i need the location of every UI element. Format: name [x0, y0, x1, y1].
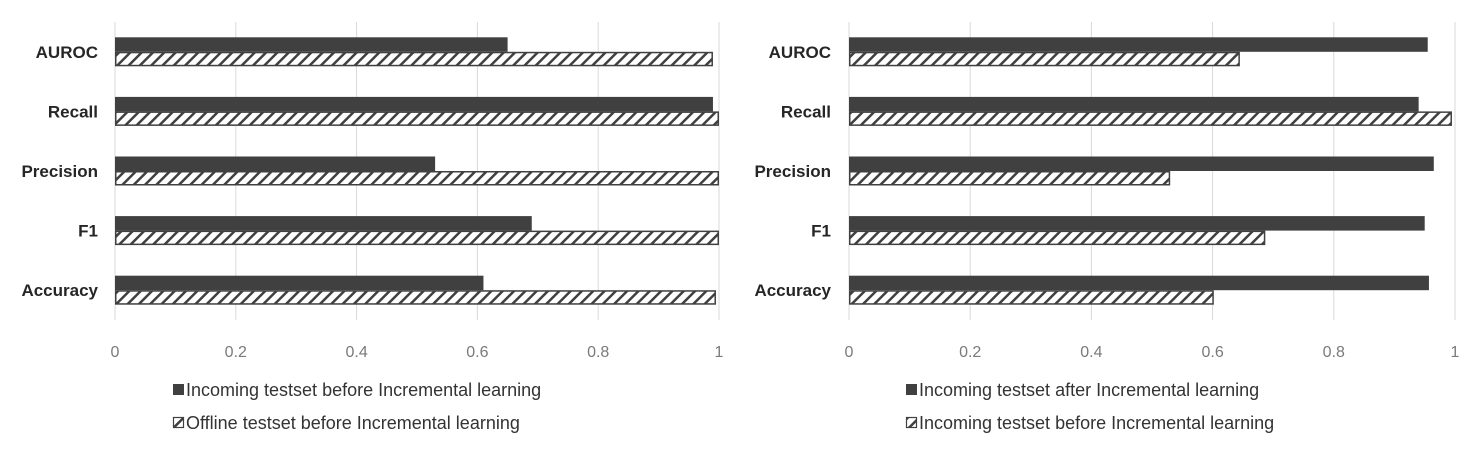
bar-solid — [849, 96, 1419, 112]
bar-solid — [849, 216, 1425, 231]
category-label: Accuracy — [754, 281, 831, 300]
bar-solid — [115, 156, 436, 171]
bar-hatched — [115, 171, 719, 186]
bar-hatched — [849, 171, 1171, 186]
bar-solid — [115, 216, 532, 231]
bar-hatched — [849, 111, 1452, 126]
bar-solid — [849, 156, 1434, 171]
x-tick-label: 0.6 — [1201, 344, 1223, 361]
right-chart: 0 0.2 0.4 0.6 0.8 1 AUROC Recall Precision F1 Accu… — [754, 22, 1460, 433]
category-label: Recall — [48, 102, 98, 121]
legend-swatch-hatched — [172, 416, 185, 429]
bar-solid — [115, 96, 713, 112]
legend-swatch-solid — [173, 384, 184, 395]
category-label: Accuracy — [21, 281, 98, 300]
x-tick-label: 0.4 — [345, 344, 367, 361]
x-tick-label: 0.8 — [587, 344, 609, 361]
category-label: F1 — [78, 222, 98, 241]
x-tick-label: 0.2 — [959, 344, 981, 361]
x-tick-label: 0 — [111, 344, 120, 361]
x-tick-label: 0 — [845, 344, 854, 361]
legend-swatch-hatched — [905, 416, 918, 429]
bar-solid — [849, 37, 1428, 52]
legend-label: Offline testset before Incremental learn… — [186, 413, 520, 433]
bar-solid — [849, 275, 1429, 291]
bar-solid — [115, 275, 484, 291]
category-label: AUROC — [769, 43, 831, 62]
x-tick-label: 0.8 — [1323, 344, 1345, 361]
category-label: Precision — [21, 162, 98, 181]
category-label: Precision — [754, 162, 831, 181]
bar-hatched — [115, 290, 716, 305]
bar-solid — [115, 37, 508, 52]
bar-hatched — [115, 111, 719, 126]
category-label: AUROC — [36, 43, 98, 62]
bar-hatched — [115, 51, 713, 67]
left-chart: 0 0.2 0.4 0.6 0.8 1 AUROC Recall Precision F1 Accu… — [21, 22, 724, 433]
x-tick-label: 0.6 — [466, 344, 488, 361]
bar-hatched — [849, 51, 1240, 67]
x-tick-label: 1 — [1451, 344, 1460, 361]
bar-hatched — [849, 230, 1266, 246]
x-tick-label: 0.4 — [1080, 344, 1102, 361]
x-tick-label: 1 — [715, 344, 724, 361]
x-tick-label: 0.2 — [225, 344, 247, 361]
legend-label: Incoming testset after Incremental learn… — [919, 380, 1259, 400]
category-label: Recall — [781, 102, 831, 121]
legend-swatch-solid — [906, 384, 917, 395]
bar-hatched — [115, 230, 719, 246]
bar-hatched — [849, 290, 1214, 305]
legend-label: Incoming testset before Incremental lear… — [186, 380, 541, 400]
legend-label: Incoming testset before Incremental lear… — [919, 413, 1274, 433]
category-label: F1 — [811, 222, 831, 241]
